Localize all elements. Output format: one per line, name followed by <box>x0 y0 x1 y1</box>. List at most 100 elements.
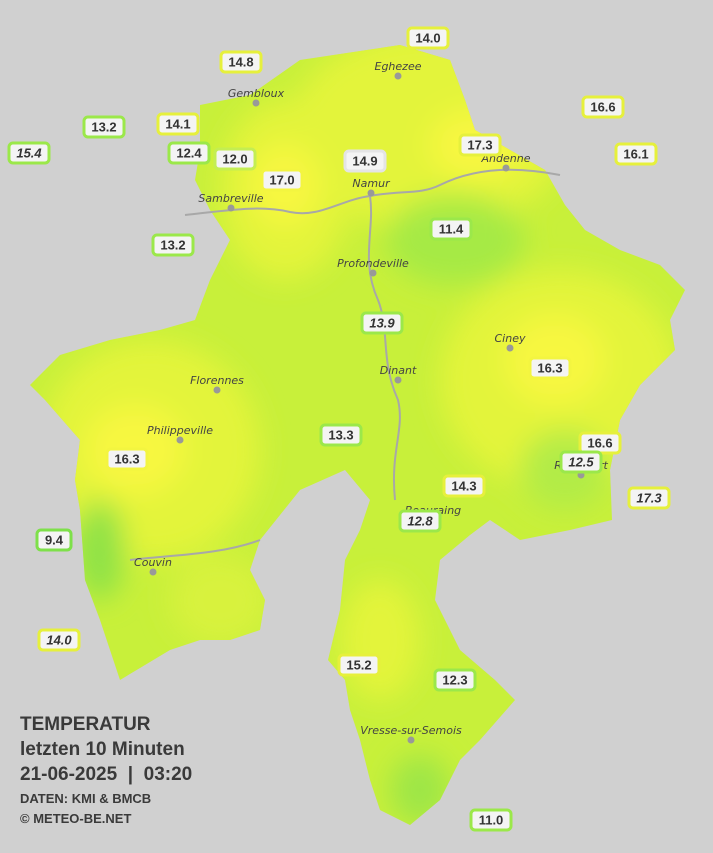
station-box <box>581 95 625 119</box>
station-box <box>151 233 195 257</box>
station: 16.1 <box>614 142 658 166</box>
station-box <box>528 356 572 380</box>
station: 17.0 <box>260 168 304 192</box>
city-dot <box>394 376 402 384</box>
station-value: 16.1 <box>623 146 648 161</box>
station-value: 13.2 <box>91 119 116 134</box>
station-value: 15.4 <box>16 145 42 160</box>
station-box <box>398 509 442 533</box>
station-box <box>260 168 304 192</box>
station: 14.9 <box>343 149 387 173</box>
station-value: 13.9 <box>369 315 395 330</box>
city-name: Couvin <box>134 556 172 569</box>
station-box <box>7 141 51 165</box>
city-dot <box>213 386 221 394</box>
station-box <box>35 528 73 552</box>
station-value: 14.8 <box>228 54 253 69</box>
title-line: TEMPERATUR <box>20 714 151 735</box>
city-name: Profondeville <box>337 257 409 270</box>
station: 16.6 <box>578 431 622 455</box>
station-box <box>627 486 671 510</box>
station: 14.1 <box>156 112 200 136</box>
station: 13.3 <box>319 423 363 447</box>
station-box <box>360 311 404 335</box>
station-box <box>458 133 502 157</box>
station-value: 16.6 <box>590 99 615 114</box>
station-box <box>319 423 363 447</box>
station-box <box>559 450 603 474</box>
station: 15.4 <box>7 141 51 165</box>
city-name: Gembloux <box>228 87 285 100</box>
city-name: Namur <box>352 177 391 190</box>
station-box <box>213 147 257 171</box>
city-dot <box>176 436 184 444</box>
station-value: 17.3 <box>636 490 662 505</box>
city-dot <box>149 568 157 576</box>
station-value: 16.3 <box>114 451 139 466</box>
station-value: 14.1 <box>165 116 190 131</box>
station: 12.3 <box>433 668 477 692</box>
station-box <box>219 50 263 74</box>
station: 12.4 <box>167 141 211 165</box>
station-value: 13.3 <box>328 427 353 442</box>
station-value: 12.3 <box>442 672 467 687</box>
city-dot <box>502 164 510 172</box>
station-value: 16.6 <box>587 435 612 450</box>
station-box <box>337 653 381 677</box>
station-value: 14.3 <box>451 478 476 493</box>
station-value: 17.3 <box>467 137 492 152</box>
city-name: Ciney <box>495 332 526 345</box>
station-value: 11.4 <box>439 221 464 236</box>
station-value: 12.8 <box>407 513 433 528</box>
station: 11.0 <box>469 808 513 832</box>
station-value: 14.0 <box>415 30 440 45</box>
city-name: Eghezee <box>375 60 422 73</box>
station-value: 12.0 <box>222 151 247 166</box>
station-box <box>167 141 211 165</box>
station: 16.3 <box>105 447 149 471</box>
station-box <box>429 217 473 241</box>
station-value: 11.0 <box>479 812 504 827</box>
city-dot <box>506 344 514 352</box>
city-dot <box>394 72 402 80</box>
station-value: 17.0 <box>269 172 294 187</box>
station-box <box>433 668 477 692</box>
station-value: 12.5 <box>568 454 594 469</box>
credit: DATEN: KMI & BMCB <box>20 791 151 806</box>
station-value: 9.4 <box>45 532 64 547</box>
station-box <box>469 808 513 832</box>
legend-block: TEMPERATUR letzten 10 Minuten 21-06-2025… <box>20 714 192 826</box>
station-value: 12.4 <box>176 145 202 160</box>
city-dot <box>369 269 377 277</box>
city-dot <box>367 189 375 197</box>
city-dot <box>252 99 260 107</box>
station-box <box>156 112 200 136</box>
title-line: 21-06-2025 | 03:20 <box>20 764 192 785</box>
station: 11.4 <box>429 217 473 241</box>
station-box <box>614 142 658 166</box>
credit: © METEO-BE.NET <box>20 811 131 826</box>
station: 12.0 <box>213 147 257 171</box>
station: 17.3 <box>627 486 671 510</box>
city-name: Florennes <box>190 374 244 387</box>
station-value: 16.3 <box>537 360 562 375</box>
station: 14.8 <box>219 50 263 74</box>
city-name: Vresse-sur-Semois <box>360 724 462 737</box>
station: 13.9 <box>360 311 404 335</box>
station-box <box>343 149 387 173</box>
city-name: Sambreville <box>198 192 263 205</box>
city-name: Philippeville <box>147 424 213 437</box>
station: 12.8 <box>398 509 442 533</box>
station-box <box>442 474 486 498</box>
station: 13.2 <box>82 115 126 139</box>
station: 16.3 <box>528 356 572 380</box>
station: 14.0 <box>406 26 450 50</box>
station-value: 15.2 <box>346 657 371 672</box>
title-line: letzten 10 Minuten <box>20 739 185 760</box>
station: 15.2 <box>337 653 381 677</box>
station: 13.2 <box>151 233 195 257</box>
city-name: Dinant <box>380 364 417 377</box>
station: 12.5 <box>559 450 603 474</box>
stations: 14.0 14.8 16.6 13.2 14.1 15.4 12.4 12.0 17.0 14.9… <box>7 26 671 832</box>
